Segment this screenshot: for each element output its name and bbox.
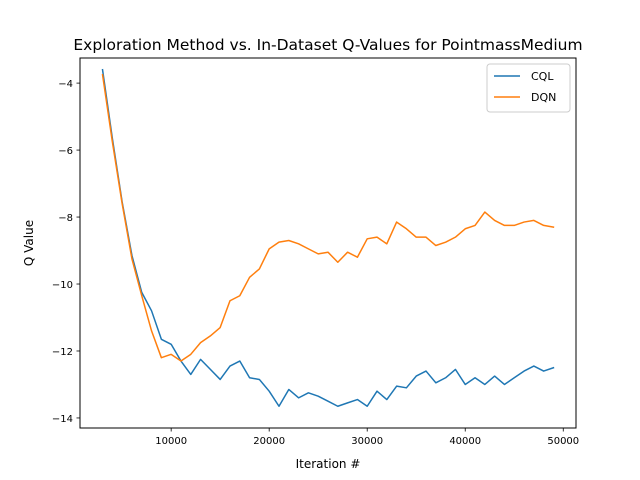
x-tick-label: 10000 (155, 436, 187, 447)
y-tick-label: −10 (52, 280, 73, 291)
y-tick-label: −4 (58, 79, 73, 90)
legend-box (486, 63, 571, 113)
y-tick-label: −12 (52, 347, 73, 358)
series-line-cql (101, 68, 555, 407)
legend-label-cql: CQL (531, 70, 554, 83)
x-tick-label: 30000 (351, 436, 383, 447)
y-axis: −14 −12 −10 −8 −6 −4 (52, 79, 80, 425)
x-tick-label: 20000 (253, 436, 285, 447)
series-line-dqn (101, 73, 555, 362)
y-axis-label: Q Value (22, 220, 36, 266)
plot-frame (79, 57, 577, 429)
chart-title: Exploration Method vs. In-Dataset Q-Valu… (73, 36, 582, 54)
x-axis-label: Iteration # (296, 457, 361, 471)
y-tick-label: −14 (52, 414, 73, 425)
legend: CQL DQN (486, 63, 571, 113)
legend-label-dqn: DQN (531, 91, 556, 104)
x-tick-label: 40000 (449, 436, 481, 447)
x-tick-label: 50000 (547, 436, 579, 447)
x-axis: 10000 20000 30000 40000 50000 (155, 428, 579, 447)
y-tick-label: −8 (58, 213, 73, 224)
y-tick-label: −6 (58, 146, 73, 157)
plot-lines (101, 68, 555, 407)
